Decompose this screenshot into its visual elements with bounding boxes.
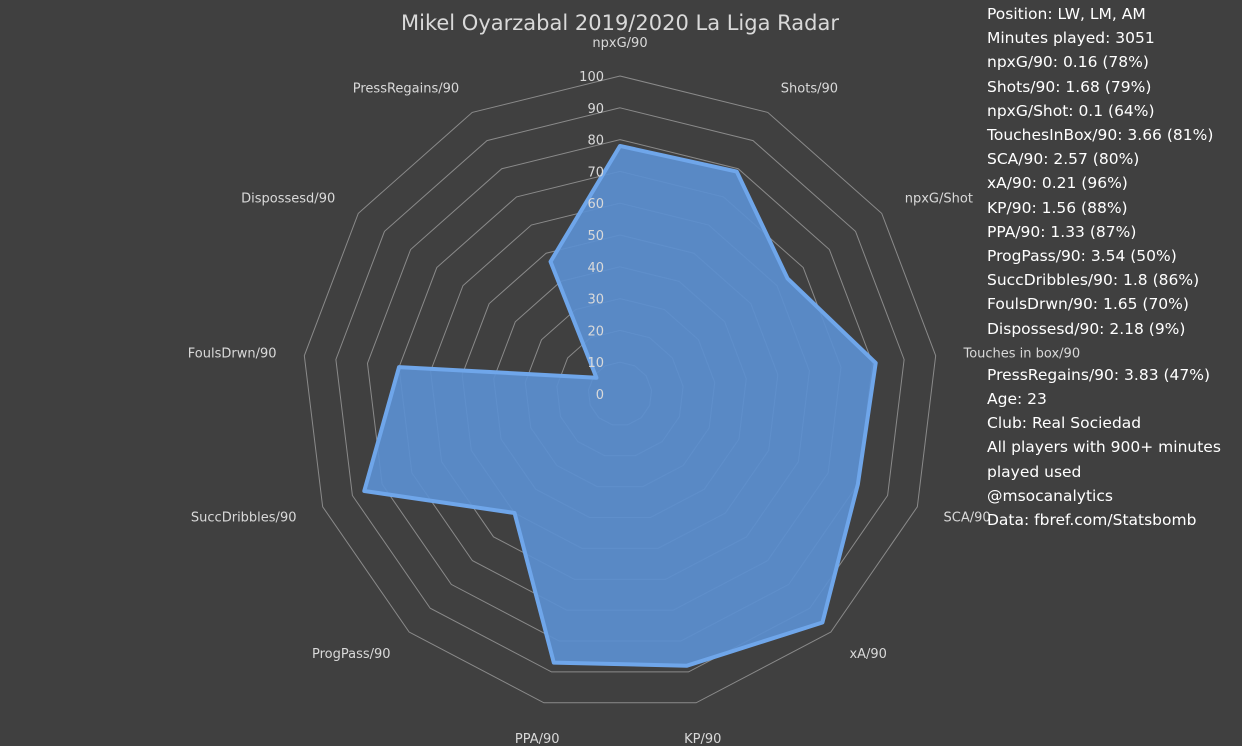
axis-label: SuccDribbles/90 — [191, 511, 297, 526]
axis-label: FoulsDrwn/90 — [188, 346, 277, 361]
info-spacer — [987, 341, 1239, 363]
r-tick-label: 20 — [587, 324, 604, 339]
axis-label: xA/90 — [849, 647, 887, 662]
info-line: PressRegains/90: 3.83 (47%) — [987, 365, 1211, 384]
data-point-1 — [619, 145, 621, 147]
axis-label: Shots/90 — [781, 82, 838, 97]
series-area — [362, 143, 878, 668]
r-tick-label: 10 — [587, 356, 604, 371]
r-tick-label: 0 — [596, 388, 604, 403]
axis-labels: npxG/90 Shots/90 npxG/Shot Touches in box/9… — [188, 36, 1080, 746]
radial-ticks: 0 10 20 30 40 50 60 70 80 90 100 — [579, 70, 604, 403]
info-line: All players with 900+ minutes played use… — [987, 438, 1221, 481]
info-stats-list: Position: LW, LM, AM Minutes played: 3051… — [987, 2, 1239, 341]
info-line: @msocanalytics — [987, 486, 1113, 505]
axis-label: npxG/90 — [592, 36, 647, 51]
data-point-5 — [857, 483, 859, 485]
data-point-7 — [686, 665, 688, 667]
info-line: Age: 23 — [987, 390, 1047, 409]
grid-ring-100 — [303, 75, 937, 704]
r-tick-label: 50 — [587, 229, 604, 244]
axis-label: ProgPass/90 — [312, 647, 391, 662]
data-point-4 — [875, 362, 877, 364]
r-tick-label: 70 — [587, 165, 604, 180]
r-tick-label: 40 — [587, 261, 604, 276]
axis-label: Touches in box/90 — [962, 346, 1080, 361]
axis-label: PPA/90 — [515, 732, 560, 746]
axis-label: Dispossesd/90 — [241, 191, 335, 206]
info-panel: Position: LW, LM, AM Minutes played: 3051… — [987, 2, 1239, 532]
r-tick-label: 90 — [587, 102, 604, 117]
r-tick-label: 100 — [579, 70, 604, 85]
info-line: Dispossesd/90: 2.18 (9%) — [987, 319, 1186, 338]
info-line: npxG/90: 0.16 (78%) — [987, 53, 1149, 72]
data-point-13 — [550, 261, 552, 263]
data-point-8 — [553, 662, 555, 664]
data-point-3 — [786, 277, 788, 279]
info-line: FoulsDrwn/90: 1.65 (70%) — [987, 295, 1189, 314]
data-point-2 — [736, 171, 738, 173]
info-line: Data: fbref.com/Statsbomb — [987, 511, 1197, 530]
info-line: TouchesInBox/90: 3.66 (81%) — [987, 126, 1214, 145]
info-line: Minutes played: 3051 — [987, 29, 1155, 48]
r-tick-label: 30 — [587, 293, 604, 308]
axis-label: PressRegains/90 — [353, 82, 459, 97]
info-line: SuccDribbles/90: 1.8 (86%) — [987, 271, 1200, 290]
info-line: PPA/90: 1.33 (87%) — [987, 222, 1137, 241]
radar-series — [362, 143, 878, 668]
info-meta-list: PressRegains/90: 3.83 (47%) Age: 23 Club: … — [987, 363, 1239, 532]
grid-ring-90 — [335, 107, 905, 673]
info-line: KP/90: 1.56 (88%) — [987, 198, 1128, 217]
data-point-6 — [821, 622, 823, 624]
info-line: Shots/90: 1.68 (79%) — [987, 77, 1152, 96]
info-line: Position: LW, LM, AM — [987, 5, 1146, 23]
data-point-10 — [363, 490, 365, 492]
axis-label: KP/90 — [684, 732, 721, 746]
chart-title: Mikel Oyarzabal 2019/2020 La Liga Radar — [401, 11, 839, 35]
info-line: ProgPass/90: 3.54 (50%) — [987, 247, 1177, 266]
axis-label: npxG/Shot — [905, 191, 973, 206]
r-tick-label: 60 — [587, 197, 604, 212]
data-point-12 — [595, 377, 597, 379]
data-point-11 — [398, 366, 400, 368]
axis-label: SCA/90 — [944, 511, 991, 526]
data-point-9 — [514, 512, 516, 514]
info-line: SCA/90: 2.57 (80%) — [987, 150, 1140, 169]
info-line: xA/90: 0.21 (96%) — [987, 174, 1128, 193]
info-line: npxG/Shot: 0.1 (64%) — [987, 101, 1155, 120]
info-line: Club: Real Sociedad — [987, 414, 1142, 433]
r-tick-label: 80 — [587, 134, 604, 149]
